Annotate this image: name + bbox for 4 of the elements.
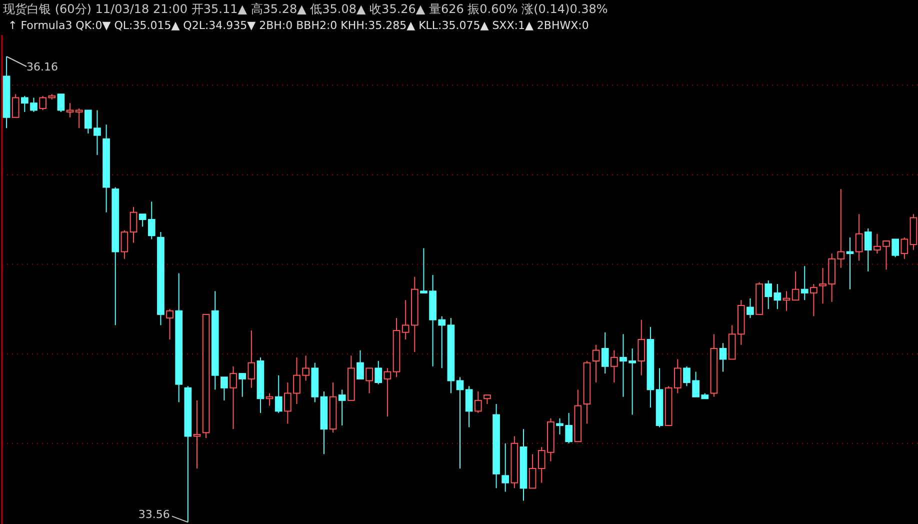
annotation: 36.16 (26, 60, 58, 74)
chart-subtitle: ↑ Formula3 QK:0▼ QL:35.015▲ Q2L:34.935▼ 2BH:0 BBH2:0 KHH:35.285▲ KLL:35.075▲ SXX:1▲ 2BHWX:0 (8, 19, 589, 32)
chart-title: 现货白银 (60分) 11/03/18 21:00 开35.11▲ 高35.28▲ 低35.08▲ 收35.26▲ 量626 振0.60% 涨(0.14)0.38% (3, 2, 608, 16)
annotation: 33.56 (138, 508, 170, 522)
